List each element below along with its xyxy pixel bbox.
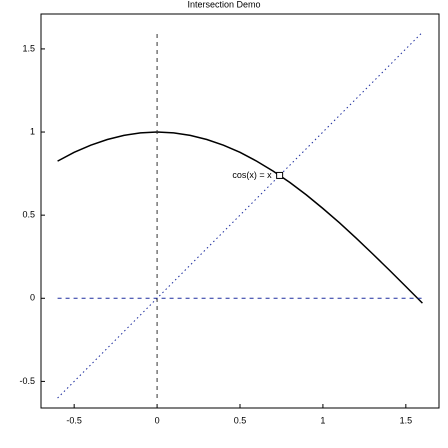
x-tick-label: 0.5 (234, 415, 247, 425)
annotation: cos(x) = x (232, 170, 272, 180)
x-tick-label: -0.5 (66, 415, 82, 425)
y-tick-label: 1 (30, 126, 35, 136)
series-line (57, 31, 423, 399)
y-tick-label: 0.5 (22, 210, 35, 220)
x-tick-label: 0 (155, 415, 160, 425)
x-tick-label: 1 (320, 415, 325, 425)
intersection-marker (276, 171, 284, 179)
y-tick-label: 1.5 (22, 43, 35, 53)
chart-title: Intersection Demo (187, 0, 260, 9)
y-tick-label: 0 (30, 293, 35, 303)
y-tick-label: -0.5 (19, 376, 35, 386)
x-tick-label: 1.5 (400, 415, 413, 425)
series-line (57, 131, 423, 304)
plot-frame (40, 13, 440, 409)
